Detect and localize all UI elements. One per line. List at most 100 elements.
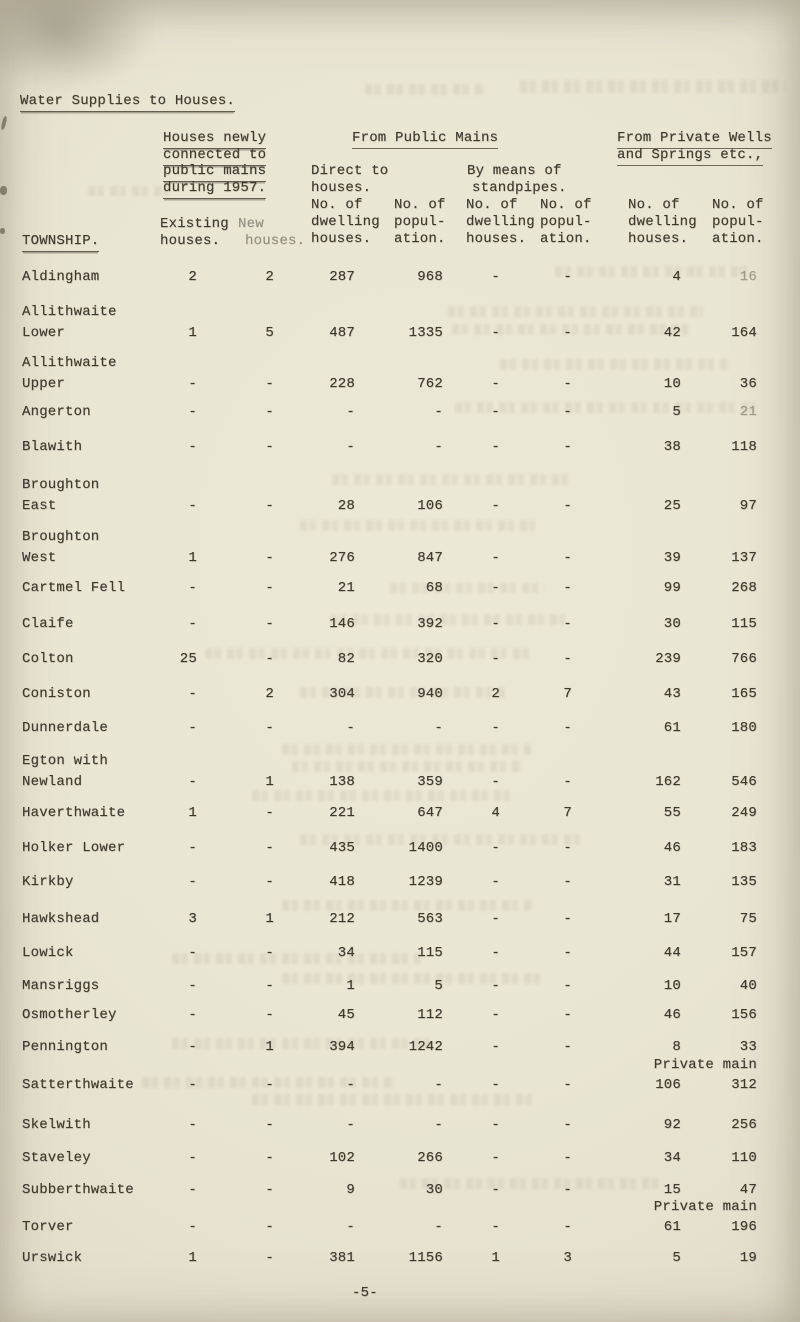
column-sublabel-ation: ation. (540, 231, 592, 247)
table-cell: - (265, 720, 274, 736)
township-name: Osmotherley (22, 1007, 117, 1023)
table-cell: - (491, 874, 500, 890)
table-cell: - (563, 550, 572, 566)
table-cell: - (265, 805, 274, 821)
table-cell: 180 (731, 720, 757, 736)
table-cell: 15 (663, 1182, 681, 1198)
township-name: Mansriggs (22, 978, 100, 994)
bleedthrough-smudge (282, 900, 534, 911)
table-cell: - (265, 978, 274, 994)
table-cell: 320 (417, 651, 443, 667)
township-column-header: TOWNSHIP. (22, 233, 100, 252)
table-cell: - (563, 1182, 572, 1198)
table-cell: - (491, 1077, 500, 1093)
table-cell: 75 (739, 911, 757, 927)
table-cell: 1 (346, 978, 355, 994)
header-new-houses-label: houses. (245, 233, 306, 249)
ink-speck (0, 228, 5, 234)
table-cell: - (188, 874, 197, 890)
table-cell: 110 (731, 1150, 757, 1166)
column-sublabel-no-of: No. of (712, 197, 764, 213)
township-name: Claife (22, 616, 74, 632)
table-cell: - (188, 1077, 197, 1093)
table-cell: 118 (731, 439, 757, 455)
column-sublabel-popul: popul- (540, 214, 592, 230)
table-cell: 39 (663, 550, 681, 566)
table-cell: - (491, 720, 500, 736)
table-cell: - (188, 1039, 197, 1055)
table-cell: - (265, 550, 274, 566)
column-sublabel-dwelling: dwelling (466, 214, 535, 230)
township-name: East (22, 498, 57, 514)
header-standpipes-line1: By means of (467, 163, 562, 179)
table-cell: - (563, 840, 572, 856)
table-cell: 7 (563, 686, 572, 702)
table-cell: 1400 (408, 840, 443, 856)
table-cell: 762 (417, 376, 443, 392)
table-cell: - (265, 651, 274, 667)
table-cell: 165 (731, 686, 757, 702)
table-cell: 157 (731, 945, 757, 961)
column-sublabel-no-of: No. of (311, 197, 363, 213)
table-cell: - (265, 1077, 274, 1093)
township-name: Dunnerdale (22, 720, 109, 736)
table-cell: 221 (329, 805, 355, 821)
table-cell: - (434, 439, 443, 455)
table-cell: - (563, 1007, 572, 1023)
table-cell: 3 (563, 1250, 572, 1266)
township-name: Egton with (22, 753, 109, 769)
table-cell: - (491, 651, 500, 667)
table-cell: - (265, 1007, 274, 1023)
table-cell: 47 (739, 1182, 757, 1198)
table-cell: - (563, 580, 572, 596)
table-cell: - (434, 1117, 443, 1133)
table-cell: 25 (663, 498, 681, 514)
township-name: Broughton (22, 529, 100, 545)
township-name: Haverthwaite (22, 805, 126, 821)
table-cell: 9 (346, 1182, 355, 1198)
table-cell: - (188, 1150, 197, 1166)
table-cell: 256 (731, 1117, 757, 1133)
table-cell: 1 (265, 774, 274, 790)
table-cell: 34 (663, 1150, 681, 1166)
table-cell: - (434, 404, 443, 420)
table-cell: - (265, 840, 274, 856)
township-name: Allithwaite (22, 355, 117, 371)
table-cell: - (265, 498, 274, 514)
table-cell: 392 (417, 616, 443, 632)
township-name: Lower (22, 325, 66, 341)
column-sublabel-ation: ation. (394, 231, 446, 247)
bleedthrough-smudge (332, 474, 570, 485)
table-cell: - (265, 376, 274, 392)
township-name: Pennington (22, 1039, 109, 1055)
table-cell: - (491, 439, 500, 455)
table-cell: 1239 (408, 874, 443, 890)
table-cell: 138 (329, 774, 355, 790)
township-name: Staveley (22, 1150, 91, 1166)
page-title: Water Supplies to Houses. (20, 93, 236, 112)
table-cell: - (346, 1117, 355, 1133)
table-cell: - (563, 1077, 572, 1093)
table-cell: 1335 (408, 325, 443, 341)
table-cell: - (188, 686, 197, 702)
table-cell: - (346, 439, 355, 455)
table-cell: - (188, 720, 197, 736)
bleedthrough-smudge (252, 1094, 534, 1105)
table-cell: 146 (329, 616, 355, 632)
header-existing-houses-label: houses. (160, 233, 221, 249)
table-cell: 46 (663, 840, 681, 856)
township-name: Coniston (22, 686, 91, 702)
table-cell: 239 (655, 651, 681, 667)
table-cell: 8 (672, 1039, 681, 1055)
table-cell: 7 (563, 805, 572, 821)
table-cell: - (265, 945, 274, 961)
bleedthrough-smudge (252, 790, 514, 801)
table-cell: 34 (337, 945, 355, 961)
table-cell: - (563, 498, 572, 514)
table-cell: 28 (337, 498, 355, 514)
header-newly-connected-line1: Houses newly (163, 130, 267, 149)
township-name: Cartmel Fell (22, 580, 126, 596)
table-cell: - (346, 1077, 355, 1093)
table-cell: 546 (731, 774, 757, 790)
